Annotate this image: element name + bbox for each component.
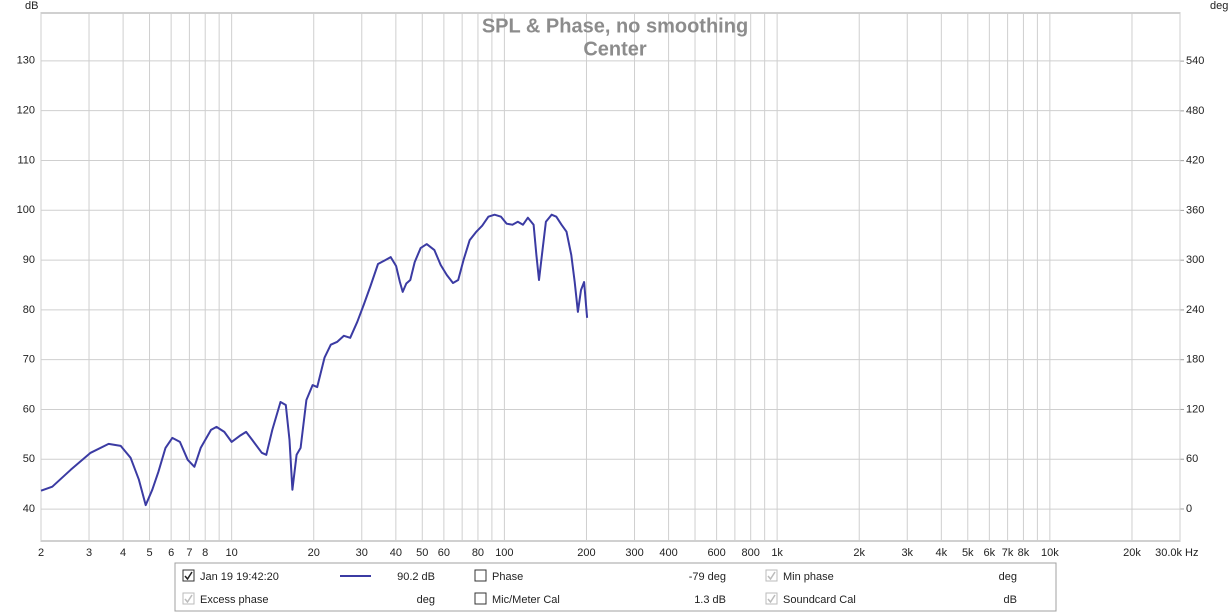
x-tick-label: 7 xyxy=(186,547,192,559)
y2-tick-label: 480 xyxy=(1186,105,1204,117)
x-tick-label: 200 xyxy=(577,547,595,559)
readout-label: Phase xyxy=(492,571,523,583)
y-tick-label: 90 xyxy=(23,254,35,266)
y-tick-label: 130 xyxy=(17,55,35,67)
x-tick-label: 6k xyxy=(984,547,996,559)
readout-label: Mic/Meter Cal xyxy=(492,594,560,606)
checkmark xyxy=(767,571,776,581)
checkbox[interactable] xyxy=(474,592,487,605)
checkmark xyxy=(184,571,193,581)
x-tick-label: 4k xyxy=(936,547,948,559)
marks xyxy=(40,213,589,507)
x-tick-label: 20k xyxy=(1123,547,1141,559)
x-tick-label: 2 xyxy=(38,547,44,559)
x-tick-label: 5 xyxy=(146,547,152,559)
series-line xyxy=(40,213,589,507)
y2-tick-label: 0 xyxy=(1186,503,1192,515)
x-tick-label: 600 xyxy=(707,547,725,559)
readout-panel xyxy=(174,562,1057,612)
readout-label: Jan 19 19:42:20 xyxy=(200,571,279,583)
x-tick-label: 10 xyxy=(226,547,238,559)
checkbox[interactable] xyxy=(474,569,487,582)
readout-label: Excess phase xyxy=(200,594,268,606)
readout-items: Jan 19 19:42:20 90.2 dB Phase -79 deg Min ph… xyxy=(182,569,1017,606)
x-tick-label: 3 xyxy=(86,547,92,559)
x-tick-label: 800 xyxy=(742,547,760,559)
x-tick-label: 5k xyxy=(962,547,974,559)
y-tick-label: 70 xyxy=(23,354,35,366)
x-tick-label: 8 xyxy=(202,547,208,559)
x-tick-label: 20 xyxy=(308,547,320,559)
y2-tick-label: 120 xyxy=(1186,403,1204,415)
y2-tick-label: 300 xyxy=(1186,254,1204,266)
readout-value: deg xyxy=(999,571,1017,583)
y-tick-label: 60 xyxy=(23,403,35,415)
readout-label: Soundcard Cal xyxy=(783,594,856,606)
x-tick-label: 4 xyxy=(120,547,126,559)
x-tick-label: 80 xyxy=(472,547,484,559)
chart-title: SPL & Phase, no smoothing xyxy=(482,15,748,37)
y-tick-label: 40 xyxy=(23,503,35,515)
checkbox xyxy=(182,592,195,605)
checkmark xyxy=(184,594,193,604)
y-axis-label: dB xyxy=(25,0,38,12)
y2-tick-label: 420 xyxy=(1186,155,1204,167)
chart-subtitle: Center xyxy=(583,38,647,60)
y2-tick-label: 360 xyxy=(1186,204,1204,216)
y2-axis-label: deg xyxy=(1210,0,1228,12)
x-tick-label: 3k xyxy=(901,547,913,559)
x-tick-label: 1k xyxy=(771,547,783,559)
x-tick-label: 100 xyxy=(495,547,513,559)
checkbox xyxy=(765,569,778,582)
readout-value: deg xyxy=(417,594,435,606)
y-tick-label: 100 xyxy=(17,204,35,216)
y-tick-label: 120 xyxy=(17,105,35,117)
y-tick-label: 110 xyxy=(17,154,35,166)
x-tick-label: 6 xyxy=(168,547,174,559)
x-axis-label: Hz xyxy=(1185,547,1198,559)
y2-tick-label: 540 xyxy=(1186,55,1204,67)
y-tick-label: 80 xyxy=(23,304,35,316)
x-tick-label: 400 xyxy=(659,547,677,559)
readout-value: dB xyxy=(1004,594,1017,606)
readout-label: Min phase xyxy=(783,571,834,583)
y-tick-label: 50 xyxy=(23,453,35,465)
x-tick-label: 10k xyxy=(1041,547,1059,559)
y2-tick-label: 60 xyxy=(1186,453,1198,465)
checkbox[interactable] xyxy=(182,569,195,582)
x-tick-label: 300 xyxy=(625,547,643,559)
x-tick-label: 7k xyxy=(1002,547,1014,559)
x-tick-label: 50 xyxy=(416,547,428,559)
checkbox xyxy=(765,592,778,605)
plot-area xyxy=(40,12,1181,542)
x-tick-label: 40 xyxy=(390,547,402,559)
x-tick-label: 30 xyxy=(356,547,368,559)
x-tick-label: 8k xyxy=(1018,547,1030,559)
readout-value: 90.2 dB xyxy=(397,571,435,583)
readout-value: 1.3 dB xyxy=(694,594,726,606)
readout-value: -79 deg xyxy=(689,571,726,583)
x-tick-label: 2k xyxy=(853,547,865,559)
checkmark xyxy=(767,594,776,604)
x-tick-label: 30.0k xyxy=(1155,547,1182,559)
y2-tick-label: 240 xyxy=(1186,304,1204,316)
y2-tick-label: 180 xyxy=(1186,354,1204,366)
grid: 4050607080901001101201300601201802403003… xyxy=(17,13,1204,559)
x-tick-label: 60 xyxy=(438,547,450,559)
